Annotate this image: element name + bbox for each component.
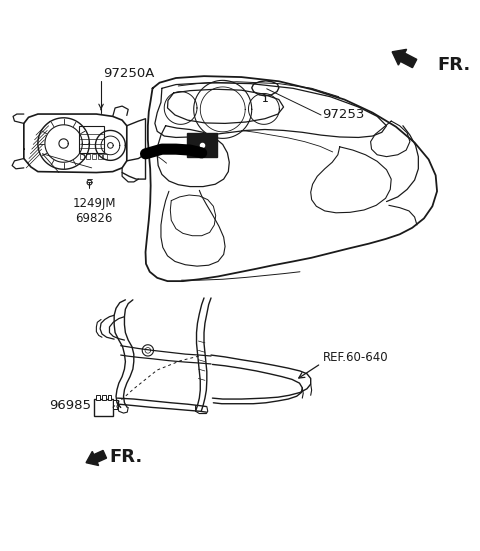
- Bar: [96, 395, 100, 400]
- Bar: [102, 395, 106, 400]
- Bar: [98, 154, 102, 159]
- Text: FR.: FR.: [109, 448, 143, 466]
- Bar: [80, 154, 84, 159]
- Bar: [103, 154, 107, 159]
- Bar: [79, 126, 104, 153]
- FancyArrow shape: [86, 450, 107, 466]
- Bar: [92, 154, 96, 159]
- FancyBboxPatch shape: [187, 133, 216, 157]
- Text: 97253: 97253: [322, 109, 364, 121]
- Text: REF.60-640: REF.60-640: [324, 351, 389, 364]
- FancyArrow shape: [392, 50, 417, 68]
- Text: 96985: 96985: [49, 399, 91, 412]
- Bar: [94, 399, 113, 416]
- Text: FR.: FR.: [437, 56, 470, 74]
- Bar: [86, 154, 90, 159]
- Text: 97250A: 97250A: [104, 67, 155, 80]
- Bar: [108, 395, 111, 400]
- Bar: [113, 400, 119, 409]
- Text: 1249JM
69826: 1249JM 69826: [72, 197, 116, 225]
